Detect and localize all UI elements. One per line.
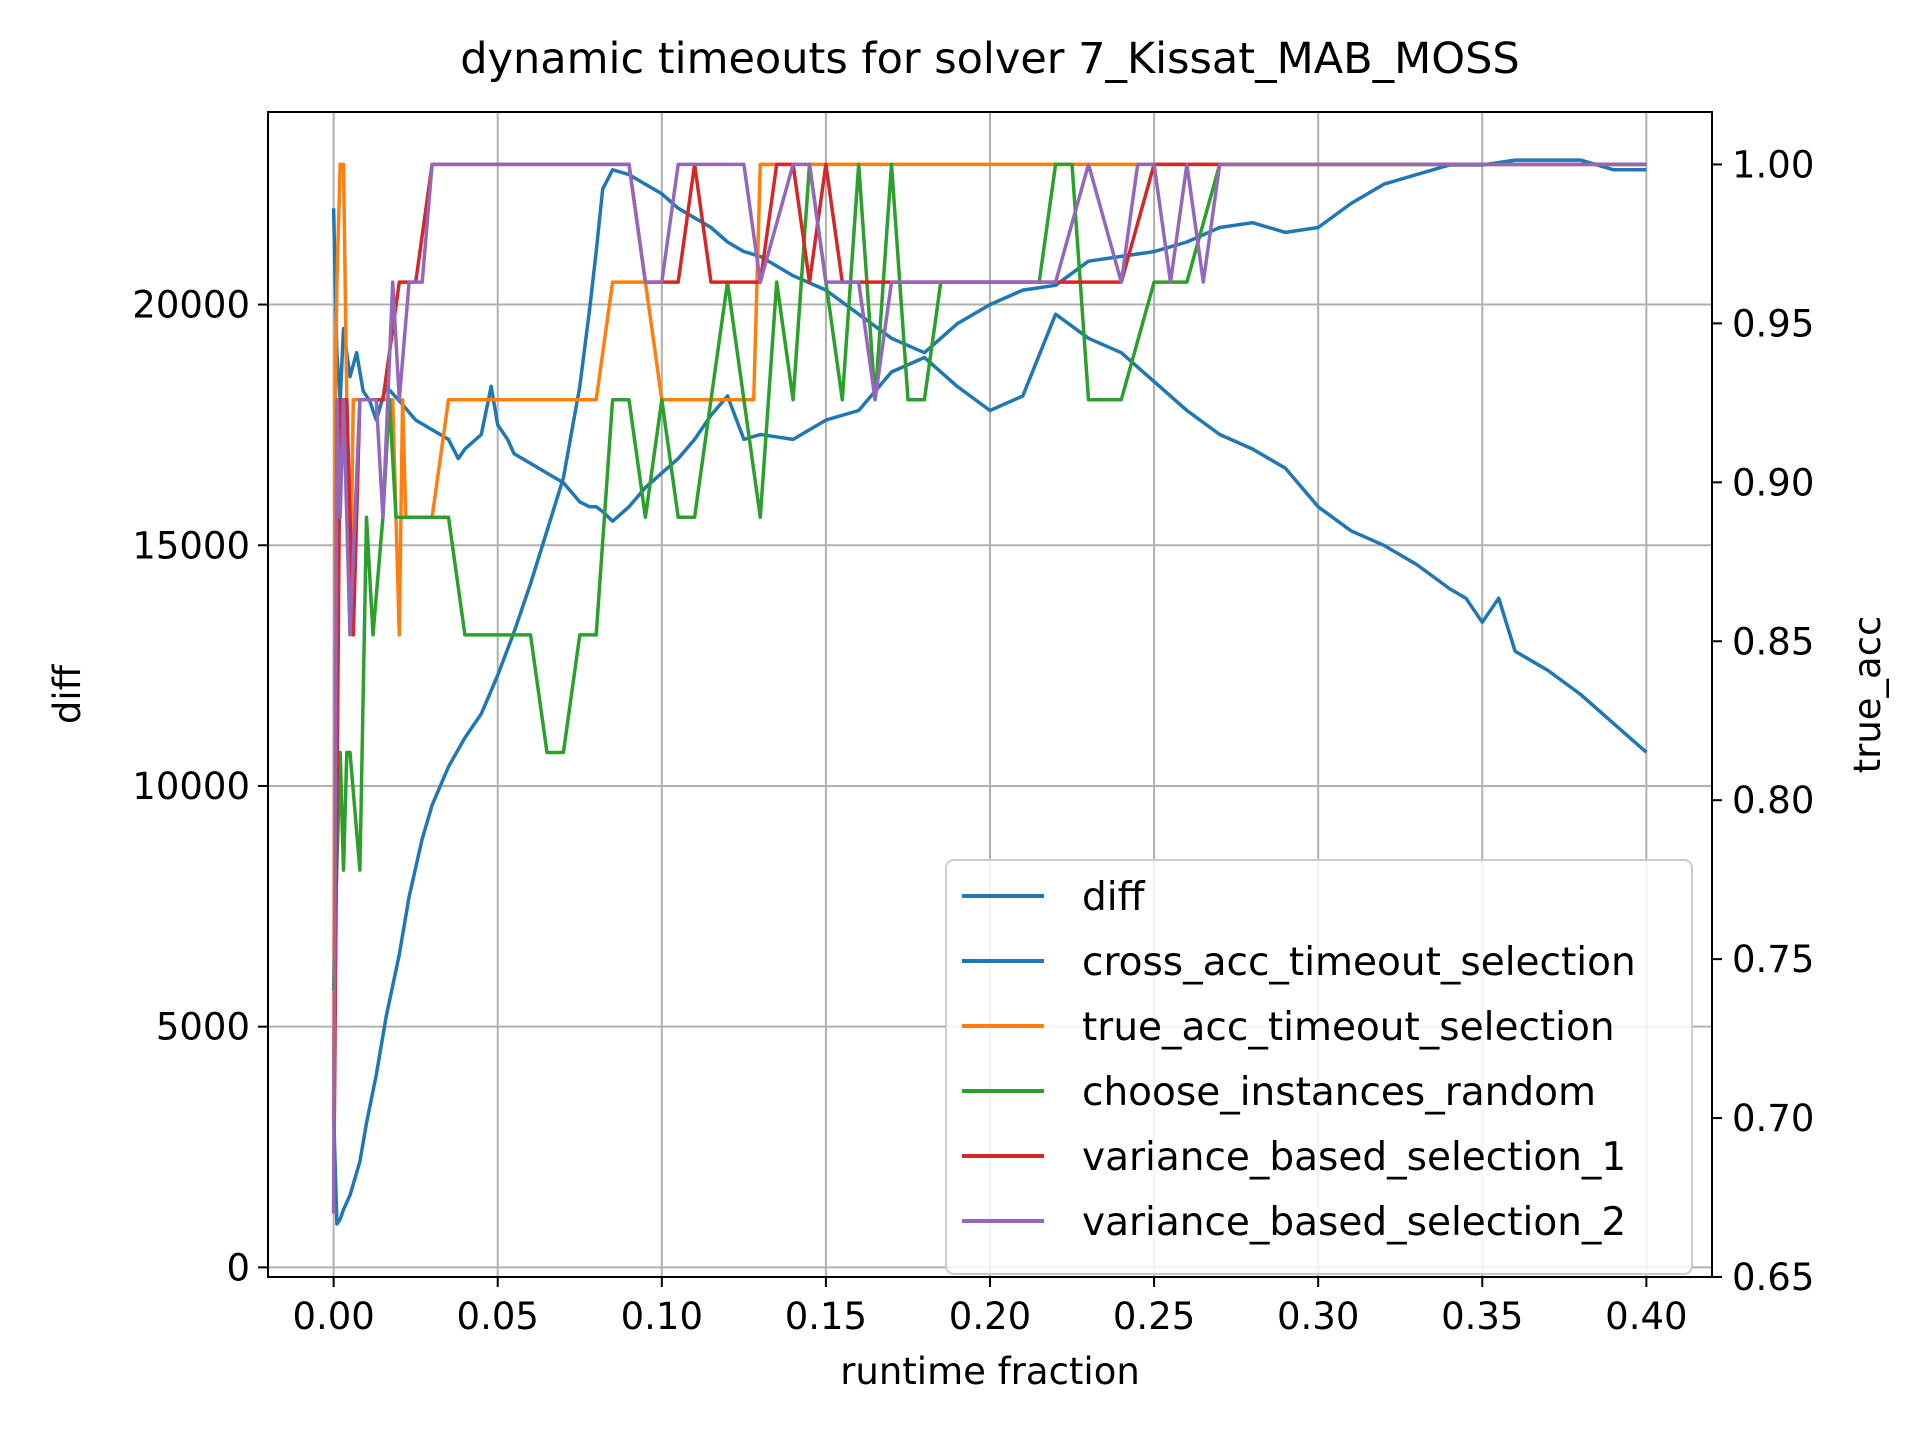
x-tick-label: 0.40 bbox=[1605, 1295, 1687, 1338]
y-right-tick-label: 0.80 bbox=[1732, 779, 1814, 822]
series-lines bbox=[331, 158, 1648, 1226]
x-tick-label: 0.15 bbox=[785, 1295, 867, 1338]
y-axis-right-label: true_acc bbox=[1846, 616, 1889, 774]
y-left-tick-label: 10000 bbox=[132, 765, 250, 808]
y-left-tick-label: 5000 bbox=[156, 1006, 250, 1049]
y-right-tick-label: 0.95 bbox=[1732, 302, 1814, 345]
y-right-tick-label: 0.70 bbox=[1732, 1097, 1814, 1140]
y-left-tick-label: 15000 bbox=[132, 524, 250, 567]
x-tick-label: 0.00 bbox=[292, 1295, 374, 1338]
legend: diff cross_acc_timeout_selection true_acc_… bbox=[945, 859, 1693, 1275]
y-right-tick-label: 0.65 bbox=[1732, 1256, 1814, 1299]
legend-label: variance_based_selection_1 bbox=[1082, 1135, 1626, 1180]
x-tick-label: 0.35 bbox=[1441, 1295, 1523, 1338]
x-tick-label: 0.25 bbox=[1113, 1295, 1195, 1338]
series-line-diff bbox=[331, 208, 1648, 754]
y-right-tick-label: 0.90 bbox=[1732, 461, 1814, 504]
legend-label: cross_acc_timeout_selection bbox=[1082, 940, 1636, 985]
legend-label: choose_instances_random bbox=[1082, 1070, 1596, 1115]
y-left-tick-label: 0 bbox=[226, 1246, 250, 1289]
x-axis-label: runtime fraction bbox=[840, 1350, 1140, 1393]
y-axis-left-label: diff bbox=[46, 663, 89, 724]
axis-ticks: 0.00 0.05 0.10 0.15 0.20 0.25 0.30 0.35 0.40 0 500… bbox=[132, 143, 1814, 1338]
y-right-tick-label: 1.00 bbox=[1732, 143, 1814, 186]
y-right-tick-label: 0.75 bbox=[1732, 938, 1814, 981]
series-line-variance_based_selection_2 bbox=[331, 162, 1647, 1214]
y-right-tick-label: 0.85 bbox=[1732, 620, 1814, 663]
legend-box bbox=[945, 859, 1693, 1275]
x-tick-label: 0.30 bbox=[1277, 1295, 1359, 1338]
legend-label: diff bbox=[1082, 875, 1146, 920]
x-tick-label: 0.20 bbox=[949, 1295, 1031, 1338]
x-tick-label: 0.10 bbox=[621, 1295, 703, 1338]
series-line-variance_based_selection_1 bbox=[331, 162, 1647, 1214]
x-tick-label: 0.05 bbox=[457, 1295, 539, 1338]
series-line-true_acc_timeout_selection bbox=[331, 162, 1647, 1119]
y-left-tick-label: 20000 bbox=[132, 284, 250, 327]
legend-label: true_acc_timeout_selection bbox=[1082, 1005, 1615, 1050]
chart-title: dynamic timeouts for solver 7_Kissat_MAB… bbox=[460, 34, 1519, 84]
legend-label: variance_based_selection_2 bbox=[1082, 1200, 1626, 1245]
